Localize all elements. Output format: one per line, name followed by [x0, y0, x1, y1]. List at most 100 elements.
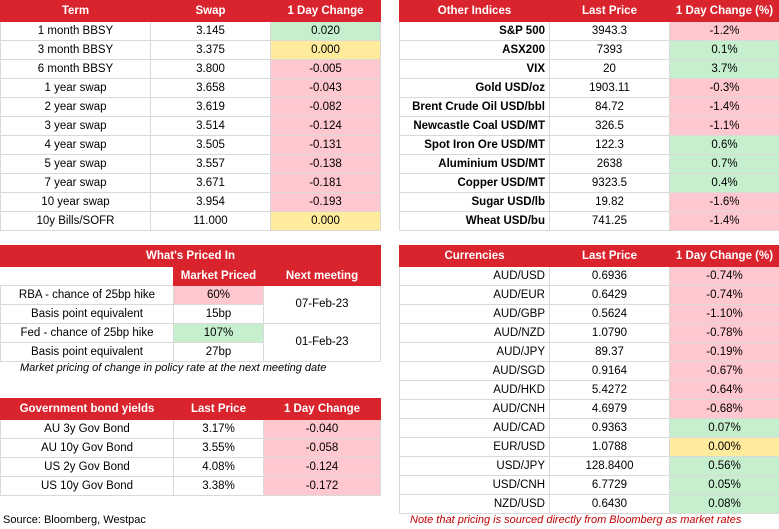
- row-price: 0.6429: [549, 285, 670, 305]
- row-label: Sugar USD/lb: [399, 192, 550, 212]
- row-change: 0.1%: [669, 40, 779, 60]
- row-change: -1.2%: [669, 21, 779, 41]
- row-label: 7 year swap: [0, 173, 151, 193]
- row-price: 3.658: [150, 78, 271, 98]
- index-row: Brent Crude Oil USD/bbl 84.72 -1.4%: [399, 97, 779, 117]
- row-change: -0.19%: [669, 342, 779, 362]
- row-price: 3.375: [150, 40, 271, 60]
- row-price: 3.17%: [173, 419, 264, 439]
- currency-row: AUD/CAD 0.9363 0.07%: [399, 418, 779, 438]
- header-indices: Other Indices: [399, 0, 550, 22]
- row-change: -0.74%: [669, 285, 779, 305]
- index-row: VIX 20 3.7%: [399, 59, 779, 79]
- row-price: 3943.3: [549, 21, 670, 41]
- index-row: Newcastle Coal USD/MT 326.5 -1.1%: [399, 116, 779, 136]
- row-change: 0.7%: [669, 154, 779, 174]
- row-label: Copper USD/MT: [399, 173, 550, 193]
- priced-in-title: What's Priced In: [0, 245, 381, 267]
- row-change: -0.058: [263, 438, 381, 458]
- row-price: 3.800: [150, 59, 271, 79]
- row-label: ASX200: [399, 40, 550, 60]
- swap-row: 4 year swap 3.505 -0.131: [0, 135, 381, 155]
- swap-row: 3 year swap 3.514 -0.124: [0, 116, 381, 136]
- row-label: Newcastle Coal USD/MT: [399, 116, 550, 136]
- row-label: US 10y Gov Bond: [0, 476, 174, 496]
- header-change-pct: 1 Day Change (%): [669, 0, 779, 22]
- bond-row: AU 10y Gov Bond 3.55% -0.058: [0, 438, 381, 458]
- row-price: 4.6979: [549, 399, 670, 419]
- row-change: -0.082: [270, 97, 381, 117]
- bond-row: AU 3y Gov Bond 3.17% -0.040: [0, 419, 381, 439]
- row-price: 5.4272: [549, 380, 670, 400]
- currency-row: AUD/JPY 89.37 -0.19%: [399, 342, 779, 362]
- swap-row: 1 month BBSY 3.145 0.020: [0, 21, 381, 41]
- row-change: -0.005: [270, 59, 381, 79]
- index-row: S&P 500 3943.3 -1.2%: [399, 21, 779, 41]
- rba-date: 07-Feb-23: [263, 285, 381, 324]
- index-row: Spot Iron Ore USD/MT 122.3 0.6%: [399, 135, 779, 155]
- row-price: 0.9363: [549, 418, 670, 438]
- row-change: -0.138: [270, 154, 381, 174]
- index-row: Wheat USD/bu 741.25 -1.4%: [399, 211, 779, 231]
- row-change: 0.000: [270, 40, 381, 60]
- row-change: 0.6%: [669, 135, 779, 155]
- row-change: 0.56%: [669, 456, 779, 476]
- index-row: Aluminium USD/MT 2638 0.7%: [399, 154, 779, 174]
- row-label: AUD/JPY: [399, 342, 550, 362]
- fed-label: Fed - chance of 25bp hike: [0, 323, 174, 343]
- swap-row: 10 year swap 3.954 -0.193: [0, 192, 381, 212]
- indices-table: Other Indices Last Price 1 Day Change (%…: [399, 0, 779, 231]
- row-change: -0.181: [270, 173, 381, 193]
- row-label: NZD/USD: [399, 494, 550, 514]
- row-label: 10y Bills/SOFR: [0, 211, 151, 231]
- currency-row: USD/CNH 6.7729 0.05%: [399, 475, 779, 495]
- rba-bp-value: 15bp: [173, 304, 264, 324]
- header-change: 1 Day Change: [270, 0, 381, 22]
- row-price: 741.25: [549, 211, 670, 231]
- disclaimer-note: Note that pricing is sourced directly fr…: [410, 514, 742, 526]
- row-price: 3.557: [150, 154, 271, 174]
- currency-row: NZD/USD 0.6430 0.08%: [399, 494, 779, 514]
- rba-label: RBA - chance of 25bp hike: [0, 285, 174, 305]
- header-currencies: Currencies: [399, 245, 550, 267]
- row-label: S&P 500: [399, 21, 550, 41]
- row-change: -0.043: [270, 78, 381, 98]
- row-label: AUD/CNH: [399, 399, 550, 419]
- row-label: 1 month BBSY: [0, 21, 151, 41]
- row-label: Spot Iron Ore USD/MT: [399, 135, 550, 155]
- header-term: Term: [0, 0, 151, 22]
- header-swap: Swap: [150, 0, 271, 22]
- row-price: 7393: [549, 40, 670, 60]
- fed-value: 107%: [173, 323, 264, 343]
- swap-row: 10y Bills/SOFR 11.000 0.000: [0, 211, 381, 231]
- row-label: US 2y Gov Bond: [0, 457, 174, 477]
- row-label: AUD/USD: [399, 266, 550, 286]
- row-label: Gold USD/oz: [399, 78, 550, 98]
- swap-row: 7 year swap 3.671 -0.181: [0, 173, 381, 193]
- source-note: Source: Bloomberg, Westpac: [3, 514, 146, 526]
- row-label: AUD/GBP: [399, 304, 550, 324]
- header-bond-change: 1 Day Change: [263, 398, 381, 420]
- row-label: Aluminium USD/MT: [399, 154, 550, 174]
- currency-row: USD/JPY 128.8400 0.56%: [399, 456, 779, 476]
- row-change: -0.64%: [669, 380, 779, 400]
- row-price: 4.08%: [173, 457, 264, 477]
- header-bonds: Government bond yields: [0, 398, 174, 420]
- row-price: 3.55%: [173, 438, 264, 458]
- currency-row: AUD/CNH 4.6979 -0.68%: [399, 399, 779, 419]
- row-label: AUD/SGD: [399, 361, 550, 381]
- row-price: 0.6936: [549, 266, 670, 286]
- row-price: 0.5624: [549, 304, 670, 324]
- row-label: 5 year swap: [0, 154, 151, 174]
- row-change: -0.124: [270, 116, 381, 136]
- row-price: 19.82: [549, 192, 670, 212]
- row-change: -0.131: [270, 135, 381, 155]
- swap-row: 6 month BBSY 3.800 -0.005: [0, 59, 381, 79]
- row-price: 2638: [549, 154, 670, 174]
- currency-row: AUD/USD 0.6936 -0.74%: [399, 266, 779, 286]
- row-label: 3 month BBSY: [0, 40, 151, 60]
- row-price: 0.9164: [549, 361, 670, 381]
- row-change: -1.1%: [669, 116, 779, 136]
- row-price: 1903.11: [549, 78, 670, 98]
- priced-in-note: Market pricing of change in policy rate …: [20, 362, 327, 374]
